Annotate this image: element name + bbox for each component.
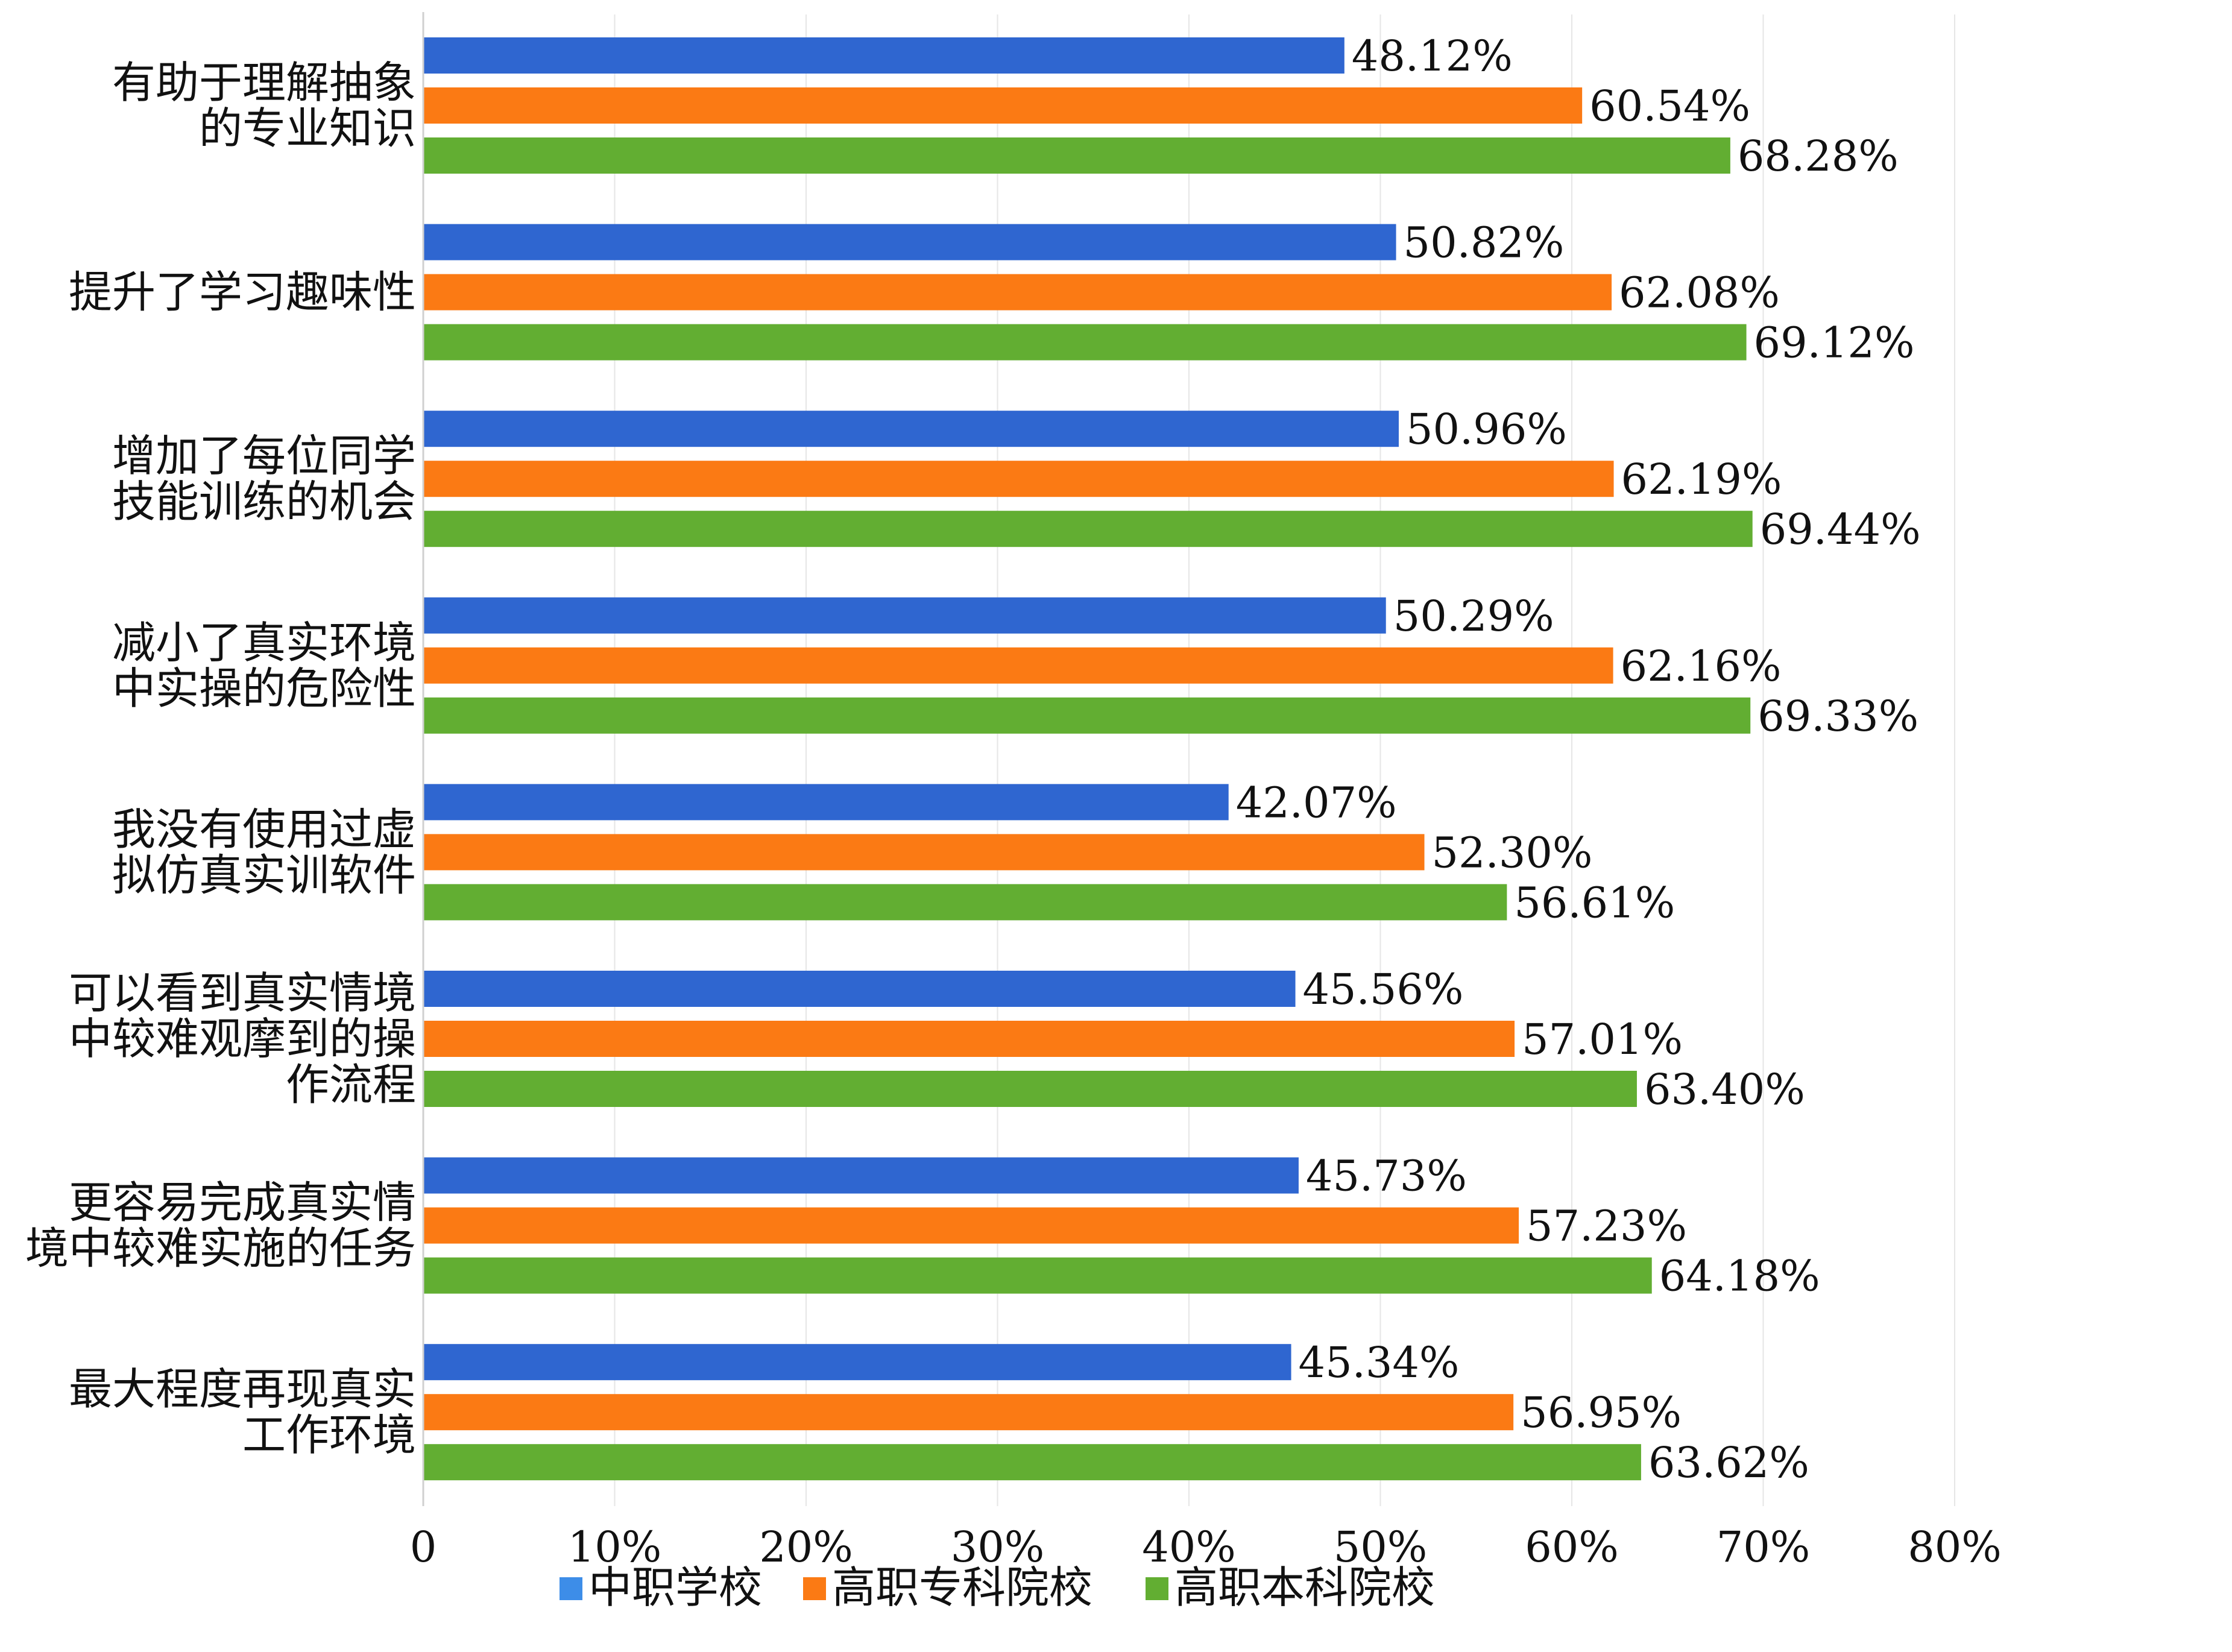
bar bbox=[423, 597, 1386, 634]
data-label: 62.19% bbox=[1621, 455, 1782, 504]
data-label: 63.40% bbox=[1644, 1065, 1805, 1114]
data-label: 57.23% bbox=[1526, 1202, 1687, 1251]
bar bbox=[423, 1071, 1637, 1107]
data-label: 57.01% bbox=[1522, 1015, 1683, 1064]
bar bbox=[423, 137, 1730, 174]
x-tick-label: 50% bbox=[1334, 1522, 1428, 1572]
bar bbox=[423, 411, 1399, 447]
bar bbox=[423, 1021, 1515, 1057]
bar bbox=[423, 224, 1396, 260]
category-label: 我没有使用过虚 bbox=[112, 804, 416, 854]
legend-label: 高职专科院校 bbox=[832, 1562, 1092, 1613]
data-label: 60.54% bbox=[1589, 81, 1750, 131]
data-label: 45.56% bbox=[1303, 965, 1464, 1014]
data-label: 50.82% bbox=[1404, 218, 1565, 268]
data-label: 56.61% bbox=[1514, 878, 1675, 927]
x-tick-label: 60% bbox=[1525, 1522, 1619, 1572]
data-label: 69.12% bbox=[1754, 318, 1915, 368]
legend-label: 中职学校 bbox=[588, 1562, 762, 1613]
bar bbox=[423, 697, 1751, 734]
x-tick-labels: 0 10% 20% 30% 40% 50% 60% 70% 80% bbox=[410, 1522, 2002, 1572]
category-label: 有助于理解抽象 bbox=[112, 57, 416, 108]
bar bbox=[423, 1207, 1519, 1244]
data-label: 64.18% bbox=[1659, 1252, 1820, 1301]
bar bbox=[423, 324, 1747, 361]
category-label: 增加了每位同学 bbox=[112, 430, 416, 481]
data-label: 69.33% bbox=[1758, 692, 1918, 741]
category-label: 技能训练的机会 bbox=[112, 476, 416, 527]
bar bbox=[423, 461, 1614, 497]
x-tick-label: 80% bbox=[1908, 1522, 2002, 1572]
category-label: 境中较难实施的任务 bbox=[25, 1223, 416, 1274]
bar bbox=[423, 884, 1507, 921]
data-label: 42.07% bbox=[1236, 778, 1397, 827]
value-labels: 48.12% 60.54%68.28% 50.82% 62.08%69.12% 50.9… bbox=[1236, 31, 1921, 1487]
data-label: 69.44% bbox=[1760, 505, 1921, 554]
legend-marker bbox=[560, 1577, 582, 1600]
bar bbox=[423, 1157, 1299, 1194]
x-tick-label: 10% bbox=[568, 1522, 662, 1572]
bar bbox=[423, 511, 1753, 547]
legend-marker bbox=[1146, 1577, 1168, 1600]
category-labels: 有助于理解抽象的专业知识提升了学习趣味性增加了每位同学技能训练的机会减小了真实环… bbox=[25, 57, 416, 1460]
category-label: 减小了真实环境 bbox=[112, 617, 416, 668]
bar bbox=[423, 37, 1345, 74]
legend-marker bbox=[803, 1577, 826, 1600]
category-label: 拟仿真实训软件 bbox=[112, 850, 416, 900]
category-label: 工作环境 bbox=[242, 1410, 416, 1460]
x-tick-label: 30% bbox=[951, 1522, 1045, 1572]
bar bbox=[423, 971, 1296, 1007]
data-label: 48.12% bbox=[1352, 31, 1513, 81]
category-label: 中较难观摩到的操 bbox=[69, 1014, 416, 1064]
data-label: 62.08% bbox=[1619, 268, 1780, 318]
bar bbox=[423, 647, 1613, 684]
data-label: 62.16% bbox=[1621, 642, 1782, 691]
gridlines bbox=[614, 14, 1955, 1506]
legend-label: 高职本科院校 bbox=[1174, 1562, 1435, 1613]
data-label: 45.34% bbox=[1299, 1338, 1460, 1387]
bar bbox=[423, 1394, 1514, 1431]
bar bbox=[423, 834, 1425, 871]
bar bbox=[423, 87, 1583, 124]
data-label: 50.29% bbox=[1393, 591, 1554, 641]
bar bbox=[423, 274, 1612, 311]
legend: 中职学校 高职专科院校 高职本科院校 bbox=[560, 1562, 1435, 1613]
category-label: 作流程 bbox=[286, 1059, 416, 1110]
x-tick-label: 40% bbox=[1142, 1522, 1236, 1572]
category-label: 提升了学习趣味性 bbox=[69, 267, 416, 318]
data-label: 68.28% bbox=[1738, 131, 1899, 181]
bar bbox=[423, 1257, 1652, 1294]
x-tick-label: 70% bbox=[1717, 1522, 1811, 1572]
x-tick-label: 20% bbox=[759, 1522, 853, 1572]
bar bbox=[423, 1444, 1641, 1481]
category-label: 的专业知识 bbox=[199, 103, 416, 154]
data-label: 45.73% bbox=[1306, 1152, 1467, 1201]
category-label: 可以看到真实情境 bbox=[69, 968, 416, 1018]
bar bbox=[423, 784, 1229, 821]
data-label: 50.96% bbox=[1406, 405, 1567, 454]
data-label: 56.95% bbox=[1521, 1388, 1682, 1437]
bars bbox=[423, 37, 1753, 1481]
x-tick-label: 0 bbox=[410, 1522, 437, 1572]
bar bbox=[423, 1344, 1291, 1381]
data-label: 63.62% bbox=[1648, 1438, 1809, 1487]
data-label: 52.30% bbox=[1432, 828, 1593, 877]
category-label: 最大程度再现真实 bbox=[69, 1364, 416, 1414]
category-label: 中实操的危险性 bbox=[112, 663, 416, 714]
category-label: 更容易完成真实情 bbox=[69, 1178, 416, 1228]
